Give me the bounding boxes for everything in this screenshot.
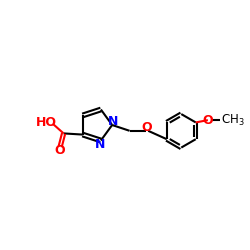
Text: N: N — [108, 116, 119, 128]
Text: O: O — [203, 114, 213, 126]
Text: HO: HO — [36, 116, 57, 130]
Text: CH$_3$: CH$_3$ — [221, 112, 245, 128]
Text: O: O — [141, 121, 152, 134]
Text: N: N — [95, 138, 106, 151]
Text: O: O — [55, 144, 66, 157]
